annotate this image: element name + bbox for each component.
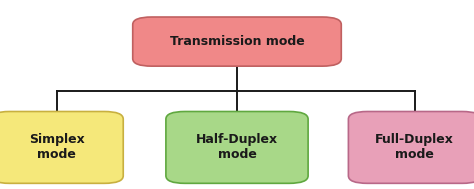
FancyBboxPatch shape bbox=[348, 112, 474, 183]
Text: Half-Duplex
mode: Half-Duplex mode bbox=[196, 133, 278, 161]
FancyBboxPatch shape bbox=[166, 112, 308, 183]
Text: Full-Duplex
mode: Full-Duplex mode bbox=[375, 133, 454, 161]
Text: Transmission mode: Transmission mode bbox=[170, 35, 304, 48]
FancyBboxPatch shape bbox=[0, 112, 123, 183]
Text: Simplex
mode: Simplex mode bbox=[29, 133, 85, 161]
FancyBboxPatch shape bbox=[133, 17, 341, 66]
